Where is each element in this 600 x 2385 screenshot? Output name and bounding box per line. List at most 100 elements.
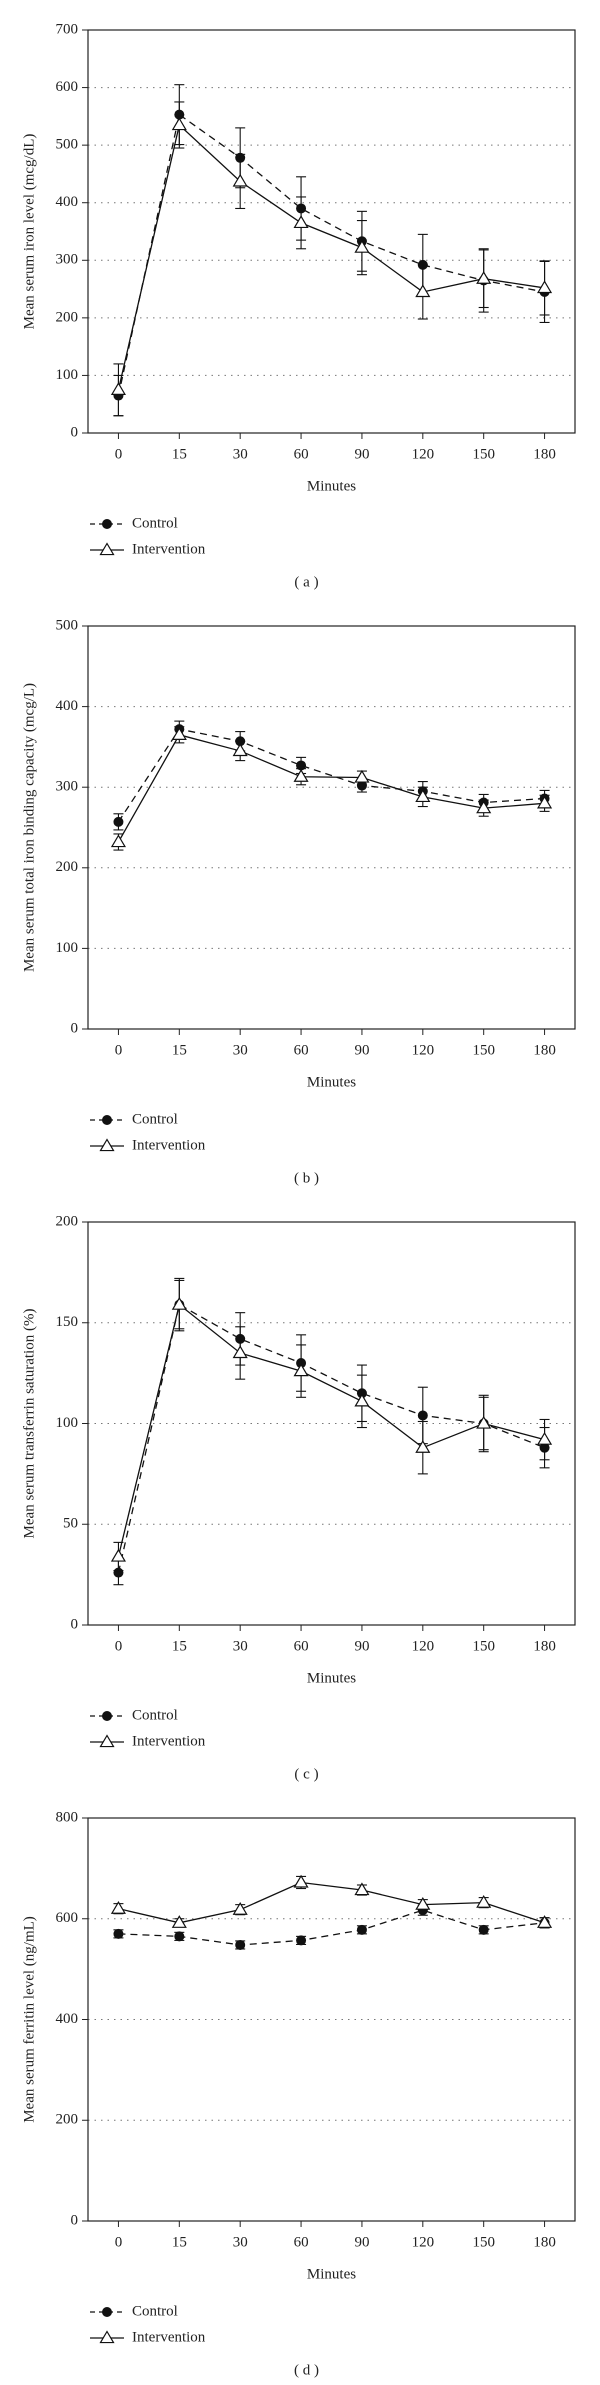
x-tick-label: 0 (115, 1638, 123, 1654)
plot-frame (87, 29, 576, 434)
panel-caption: ( d ) (294, 2362, 319, 2378)
x-tick-label: 30 (233, 1638, 248, 1654)
x-tick-label: 15 (172, 2234, 187, 2250)
marker (537, 795, 553, 809)
marker (296, 1935, 307, 1946)
y-tick-label: 400 (56, 194, 79, 210)
series-line (118, 1909, 545, 1946)
series-line (117, 734, 545, 843)
x-tick-label: 180 (533, 2234, 556, 2250)
marker (354, 239, 370, 253)
marker (113, 1928, 124, 1939)
legend-label: Intervention (132, 541, 206, 557)
marker (113, 816, 124, 827)
marker (476, 1894, 492, 1908)
marker (99, 2330, 115, 2344)
panel-caption: ( b ) (294, 1170, 319, 1186)
x-tick-label: 15 (172, 446, 187, 462)
marker (99, 1734, 115, 1748)
marker (415, 1439, 431, 1453)
marker (537, 280, 553, 294)
legend-label: Intervention (132, 1137, 206, 1153)
x-tick-label: 90 (354, 446, 369, 462)
y-axis-label: Mean serum transferrin saturation (%) (21, 1309, 37, 1539)
x-tick-label: 90 (354, 1042, 369, 1058)
y-axis-label: Mean serum iron level (mcg/dL) (21, 134, 37, 330)
marker (293, 1363, 309, 1377)
x-tick-label: 60 (294, 446, 309, 462)
x-tick-label: 30 (233, 2234, 248, 2250)
x-tick-label: 120 (412, 1638, 435, 1654)
marker (476, 271, 492, 284)
marker (232, 1345, 248, 1359)
marker (415, 284, 431, 298)
x-tick-label: 150 (472, 446, 495, 462)
x-tick-label: 90 (354, 1638, 369, 1654)
marker (537, 1431, 553, 1445)
x-tick-label: 0 (115, 446, 123, 462)
marker (293, 769, 309, 782)
x-tick-label: 180 (533, 1638, 556, 1654)
marker (99, 542, 115, 556)
legend-label: Intervention (132, 1733, 206, 1749)
y-tick-label: 200 (56, 859, 79, 875)
panel-caption: ( c ) (294, 1766, 318, 1782)
x-tick-label: 180 (533, 1042, 556, 1058)
marker (110, 382, 126, 395)
legend-label: Control (132, 2303, 178, 2319)
x-axis-label: Minutes (307, 478, 356, 494)
x-tick-label: 150 (472, 1638, 495, 1654)
plot-frame (87, 1817, 576, 2222)
x-tick-label: 150 (472, 2234, 495, 2250)
marker (232, 1901, 248, 1915)
marker (415, 789, 431, 803)
y-tick-label: 600 (56, 79, 79, 95)
y-axis-label: Mean serum total iron binding capacity (… (21, 683, 37, 972)
y-tick-label: 700 (56, 21, 79, 37)
marker (232, 173, 248, 187)
y-tick-label: 0 (71, 424, 79, 440)
y-tick-label: 100 (56, 367, 79, 383)
marker (171, 1915, 187, 1928)
marker (356, 1924, 367, 1935)
x-tick-label: 120 (412, 446, 435, 462)
marker (354, 1393, 370, 1407)
x-axis-label: Minutes (307, 1074, 356, 1090)
marker (102, 1115, 112, 1125)
y-tick-label: 0 (71, 2212, 79, 2228)
plot-frame (87, 625, 576, 1030)
marker (102, 1711, 112, 1721)
y-tick-label: 200 (56, 309, 79, 325)
marker (171, 117, 187, 131)
marker (110, 834, 126, 848)
marker (417, 1410, 428, 1421)
x-tick-label: 30 (233, 1042, 248, 1058)
legend-label: Control (132, 515, 178, 531)
x-tick-label: 60 (294, 1638, 309, 1654)
y-tick-label: 100 (56, 1415, 79, 1431)
y-tick-label: 300 (56, 252, 79, 268)
y-tick-label: 200 (56, 1213, 79, 1229)
series-line (117, 1303, 545, 1557)
panel-caption: ( a ) (294, 574, 318, 590)
series-line (117, 113, 545, 396)
x-axis-label: Minutes (307, 1670, 356, 1686)
marker (235, 1939, 246, 1950)
x-tick-label: 0 (115, 1042, 123, 1058)
marker (171, 727, 187, 740)
y-tick-label: 0 (71, 1020, 79, 1036)
marker (110, 1900, 126, 1914)
marker (356, 780, 367, 791)
marker (296, 760, 307, 771)
x-tick-label: 60 (294, 1042, 309, 1058)
x-tick-label: 180 (533, 446, 556, 462)
marker (415, 1896, 431, 1910)
marker (171, 1296, 187, 1310)
marker (354, 769, 370, 783)
y-tick-label: 400 (56, 698, 79, 714)
x-tick-label: 0 (115, 2234, 123, 2250)
marker (293, 1874, 309, 1888)
y-tick-label: 400 (56, 2011, 79, 2027)
x-tick-label: 15 (172, 1638, 187, 1654)
